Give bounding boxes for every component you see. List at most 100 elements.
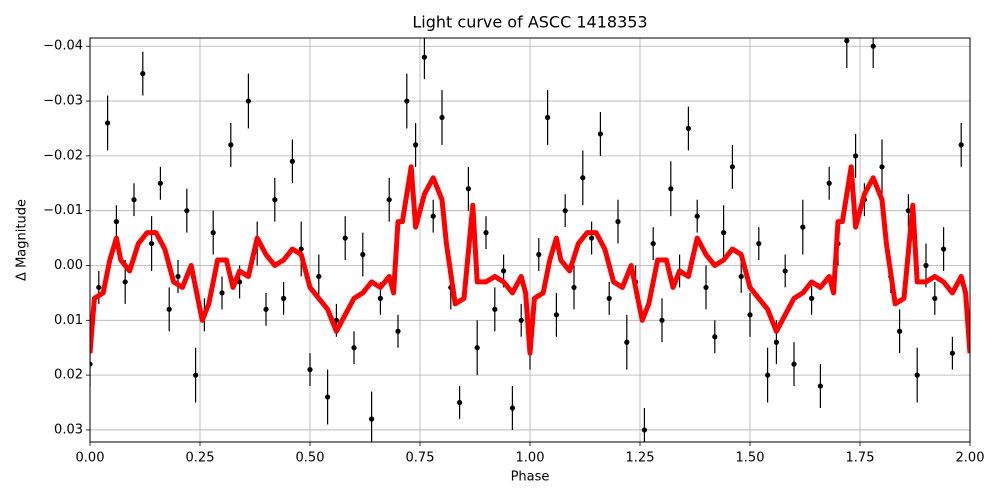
data-point [941, 246, 947, 252]
data-point [562, 208, 568, 214]
data-point [580, 175, 586, 181]
data-point [351, 345, 357, 351]
data-point [773, 339, 780, 345]
y-axis-label: Δ Magnitude [15, 199, 30, 281]
data-point [369, 416, 375, 422]
data-point [342, 235, 348, 241]
data-point [263, 306, 269, 312]
y-tick-label: −0.01 [43, 203, 83, 218]
x-tick-label: 1.50 [736, 451, 765, 466]
trend-line [90, 164, 970, 356]
data-point [386, 197, 392, 203]
data-point [685, 125, 692, 132]
data-point [782, 268, 788, 274]
data-point [90, 361, 93, 367]
data-point [817, 383, 824, 389]
data-point [430, 213, 436, 219]
data-point [184, 208, 190, 214]
data-point [219, 290, 225, 296]
grid [89, 38, 971, 442]
y-tick-label: 0.00 [54, 258, 83, 273]
data-point [536, 251, 542, 258]
data-point [175, 273, 181, 280]
data-point [553, 312, 560, 318]
data-point [298, 246, 304, 252]
x-tick-label: 0.00 [76, 451, 105, 466]
data-point [157, 180, 163, 186]
data-point [729, 164, 736, 170]
data-point [738, 273, 744, 280]
data-point [641, 427, 648, 433]
data-point [853, 153, 859, 159]
data-point [131, 197, 137, 203]
data-point [272, 197, 278, 203]
data-point [281, 295, 287, 301]
data-point [932, 295, 938, 301]
data-point [166, 306, 172, 312]
data-point [589, 235, 595, 241]
data-point [747, 312, 753, 318]
data-point [870, 43, 876, 49]
data-point [483, 229, 489, 236]
data-point [897, 328, 903, 334]
data-point [597, 131, 604, 137]
data-point [439, 114, 445, 121]
data-point [509, 405, 515, 411]
data-point [571, 284, 577, 291]
y-tick-label: 0.02 [54, 368, 83, 383]
data-point [756, 240, 762, 247]
data-point [113, 219, 119, 225]
x-tick-label: 2.00 [956, 451, 985, 466]
data-point [721, 229, 727, 236]
data-point [501, 268, 507, 274]
data-point [958, 142, 964, 148]
data-point [650, 240, 656, 247]
y-tick-label: 0.03 [54, 422, 83, 437]
data-point [703, 284, 709, 291]
data-point [316, 273, 322, 280]
data-point [228, 142, 234, 148]
data-point [245, 98, 251, 104]
data-point [826, 180, 832, 186]
x-tick-label: 1.75 [846, 451, 875, 466]
data-point [949, 350, 956, 356]
data-point [210, 229, 216, 236]
data-point [606, 295, 612, 301]
data-point [712, 334, 718, 340]
data-point [923, 262, 929, 269]
data-point [615, 219, 621, 225]
data-point [421, 54, 427, 60]
data-point [474, 345, 480, 351]
x-tick-label: 0.25 [186, 451, 215, 466]
data-point [765, 372, 771, 378]
data-point [809, 295, 815, 301]
chart-title: Light curve of ASCC 1418353 [412, 13, 647, 32]
data-point [624, 339, 630, 345]
y-tick-label: −0.03 [43, 94, 83, 109]
data-point [844, 38, 850, 44]
data-point [377, 295, 383, 301]
data-point [465, 186, 471, 192]
data-point [289, 158, 295, 164]
data-point [96, 284, 102, 291]
data-point [395, 328, 401, 334]
data-point [325, 394, 331, 400]
data-point [307, 367, 313, 373]
data-point [360, 251, 366, 258]
data-point [668, 186, 674, 192]
data-point [122, 279, 128, 285]
data-point [457, 399, 463, 406]
x-tick-label: 0.50 [296, 451, 325, 466]
data-point [140, 71, 146, 77]
plot-area [90, 38, 970, 442]
data-point [791, 361, 797, 367]
x-tick-label: 1.25 [626, 451, 655, 466]
data-point [404, 98, 410, 104]
data-point [413, 142, 419, 148]
data-point [659, 317, 665, 323]
data-point [879, 164, 885, 170]
y-tick-label: −0.02 [43, 148, 83, 163]
data-point [149, 240, 155, 247]
data-point [914, 372, 920, 378]
